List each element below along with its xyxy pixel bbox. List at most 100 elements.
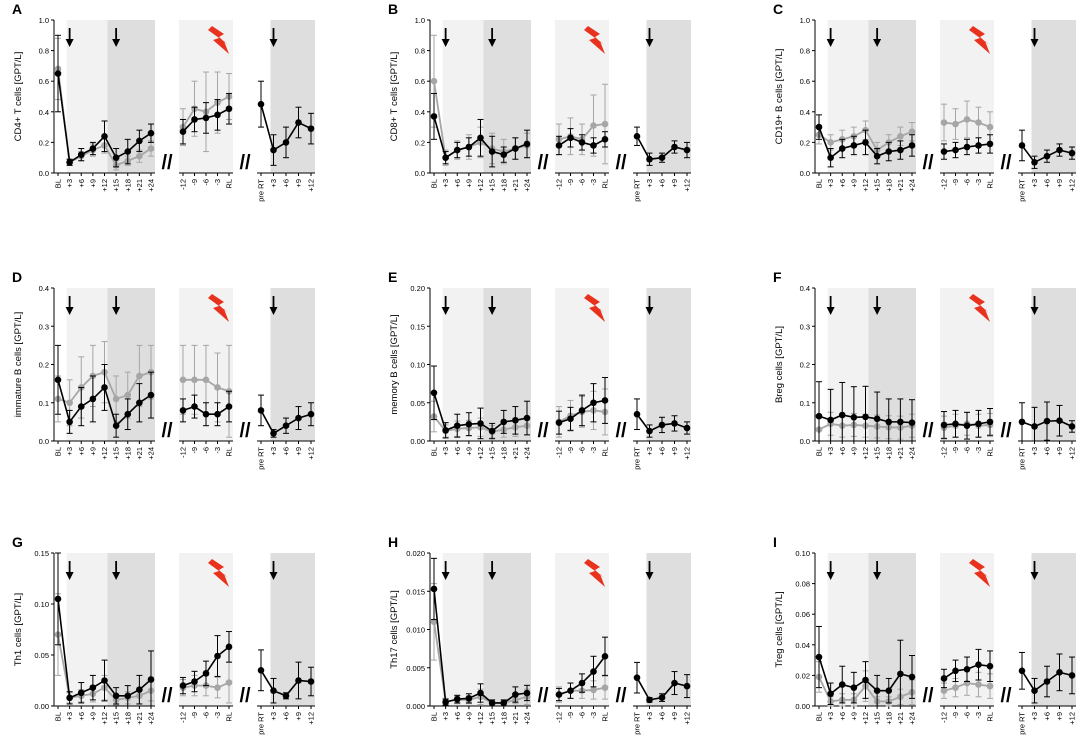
panel-label: F — [773, 269, 782, 285]
y-tick-label: 0.20 — [410, 284, 425, 293]
data-point-treated — [500, 418, 508, 426]
data-point-treated — [567, 415, 574, 423]
x-tick-label: +3 — [645, 179, 654, 188]
data-point-treated — [940, 148, 948, 155]
x-tick-label: +12 — [100, 712, 109, 725]
y-tick-label: 0.3 — [800, 322, 810, 331]
x-tick-label: +6 — [658, 179, 667, 188]
data-point-treated — [500, 151, 508, 158]
arrow-icon-head — [873, 307, 882, 315]
y-tick-label: 0.10 — [34, 600, 49, 609]
x-tick-label: +9 — [88, 712, 97, 721]
data-point-treated — [986, 140, 994, 148]
y-tick-label: 0.8 — [39, 47, 49, 56]
x-tick-label: BL — [430, 447, 439, 456]
data-point-treated — [827, 154, 834, 161]
x-tick-label: +18 — [123, 447, 132, 460]
data-point-treated — [307, 410, 315, 418]
x-tick-label: RL — [601, 712, 610, 722]
data-point-treated — [136, 137, 143, 145]
data-point-treated — [1031, 158, 1038, 166]
data-point-treated — [633, 410, 641, 418]
data-point-treated — [89, 145, 97, 152]
data-point-treated — [555, 142, 563, 149]
panel-label: A — [12, 1, 22, 17]
x-tick-label: +12 — [1068, 712, 1077, 725]
x-tick-label: +3 — [826, 179, 835, 188]
arrow-icon-head — [488, 572, 497, 580]
x-tick-label: +24 — [147, 179, 156, 192]
x-tick-label: +6 — [453, 712, 462, 721]
axis-break-mark: // — [1000, 420, 1012, 442]
x-tick-label: -6 — [202, 179, 211, 186]
x-tick-label: +6 — [1043, 447, 1052, 456]
x-tick-label: +15 — [873, 179, 882, 192]
data-point-treated — [601, 652, 609, 660]
data-point-treated — [1056, 146, 1063, 154]
lightning-icon — [208, 559, 229, 587]
data-point-treated — [578, 407, 586, 414]
lightning-icon — [969, 294, 990, 322]
y-tick-label: 0.2 — [39, 361, 49, 370]
x-tick-label: RL — [225, 447, 234, 457]
x-tick-label: +24 — [908, 712, 917, 725]
data-point-treated — [683, 146, 691, 154]
x-tick-label: BL — [430, 179, 439, 188]
data-point-treated — [77, 403, 85, 410]
x-tick-label: +21 — [135, 712, 144, 725]
data-point-treated — [124, 148, 132, 155]
data-point-control — [66, 399, 73, 407]
x-tick-label: +12 — [307, 179, 316, 192]
y-tick-label: 0.6 — [415, 77, 425, 86]
shade-light — [66, 20, 108, 173]
x-tick-label: +12 — [307, 447, 316, 460]
arrow-icon-head — [441, 307, 450, 315]
y-tick-label: 0.08 — [795, 580, 810, 589]
x-tick-label: -12 — [555, 712, 564, 723]
y-tick-label: 0.4 — [800, 284, 810, 293]
x-tick-label: -6 — [202, 447, 211, 454]
panel-label: G — [12, 534, 23, 550]
data-point-treated — [815, 412, 823, 420]
data-point-control — [147, 145, 155, 152]
data-point-treated — [179, 407, 187, 414]
x-tick-label: pre RT — [633, 447, 642, 470]
data-point-treated — [442, 426, 449, 434]
y-tick-label: 0.02 — [795, 671, 810, 680]
x-tick-label: -6 — [202, 712, 211, 719]
data-point-treated — [815, 123, 823, 131]
y-tick-label: 0.15 — [410, 322, 425, 331]
data-point-treated — [940, 675, 948, 682]
data-point-control — [952, 120, 959, 128]
data-point-control — [124, 391, 132, 399]
x-tick-label: BL — [815, 447, 824, 456]
data-point-treated — [430, 113, 438, 120]
data-point-treated — [270, 146, 277, 154]
arrow-icon-head — [873, 572, 882, 580]
x-tick-label: +18 — [123, 712, 132, 725]
shade-light — [827, 553, 869, 706]
x-tick-label: +9 — [670, 179, 679, 188]
data-point-treated — [590, 142, 597, 149]
y-axis-label: CD8+ T cells [GPT/L] — [389, 52, 400, 142]
panel-label: C — [773, 1, 783, 17]
x-tick-label: -9 — [190, 179, 199, 186]
x-tick-label: +9 — [670, 712, 679, 721]
data-point-control — [952, 684, 959, 691]
x-tick-label: +9 — [88, 447, 97, 456]
data-point-treated — [908, 673, 916, 681]
data-point-treated — [54, 376, 62, 384]
x-tick-label: +15 — [873, 447, 882, 460]
x-tick-label: -6 — [578, 179, 587, 186]
x-tick-label: pre RT — [633, 179, 642, 202]
x-tick-label: +24 — [908, 179, 917, 192]
data-point-treated — [179, 128, 187, 135]
data-point-treated — [147, 676, 155, 683]
data-point-treated — [952, 667, 959, 675]
y-tick-label: 0.05 — [410, 399, 425, 408]
x-tick-label: pre RT — [1018, 447, 1027, 470]
data-point-treated — [147, 129, 155, 137]
x-tick-label: +24 — [523, 712, 532, 725]
x-tick-label: +6 — [282, 712, 291, 721]
x-tick-label: +9 — [294, 712, 303, 721]
